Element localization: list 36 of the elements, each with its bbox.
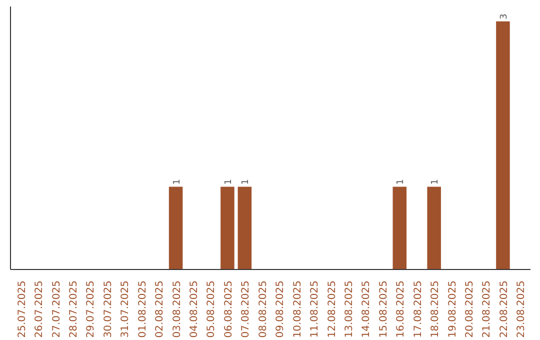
x-tick-label: 27.07.2025 xyxy=(51,280,62,338)
x-tick-label: 12.08.2025 xyxy=(326,280,338,338)
data-label: 1 xyxy=(172,179,182,185)
x-tick-label: 08.08.2025 xyxy=(258,280,269,338)
x-tick-label: 21.08.2025 xyxy=(482,280,493,338)
x-tick-label: 25.07.2025 xyxy=(16,280,28,338)
x-tick-label: 26.07.2025 xyxy=(34,280,46,338)
x-tick-label: 20.08.2025 xyxy=(464,280,476,338)
x-tick-label: 14.08.2025 xyxy=(361,280,372,338)
x-tick-label: 15.08.2025 xyxy=(378,280,390,338)
x-tick-label: 18.08.2025 xyxy=(430,280,442,338)
x-tick-label: 03.08.2025 xyxy=(172,280,183,338)
x-tick-label: 23.08.2025 xyxy=(516,280,528,338)
x-tick-label: 13.08.2025 xyxy=(344,280,355,338)
x-tick-label: 02.08.2025 xyxy=(154,280,166,338)
x-tick-label: 07.08.2025 xyxy=(240,280,252,338)
x-tick-label: 22.08.2025 xyxy=(498,280,510,338)
x-tick-label: 31.07.2025 xyxy=(120,280,132,338)
x-tick-label: 10.08.2025 xyxy=(292,280,304,338)
data-label: 1 xyxy=(430,179,441,185)
x-tick-label: 09.08.2025 xyxy=(275,280,286,338)
x-tick-label: 01.08.2025 xyxy=(137,280,148,338)
x-tick-label: 28.07.2025 xyxy=(68,280,80,338)
x-tick-label: 17.08.2025 xyxy=(412,280,424,338)
x-tick-label: 29.07.2025 xyxy=(86,280,97,338)
data-label: 1 xyxy=(224,179,234,185)
data-label: 3 xyxy=(499,14,510,20)
data-label: 1 xyxy=(396,179,406,185)
x-tick-label: 16.08.2025 xyxy=(396,280,407,338)
x-tick-label: 04.08.2025 xyxy=(189,280,200,338)
x-tick-label: 30.07.2025 xyxy=(102,280,114,338)
x-tick-label: 11.08.2025 xyxy=(310,280,321,338)
data-label: 1 xyxy=(241,179,252,185)
x-tick-label: 05.08.2025 xyxy=(206,280,218,338)
x-tick-label: 06.08.2025 xyxy=(223,280,234,338)
x-tick-label: 19.08.2025 xyxy=(447,280,458,338)
